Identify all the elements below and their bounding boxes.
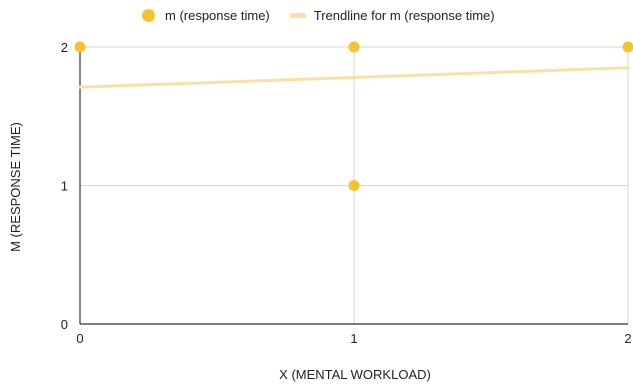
legend-label-series: m (response time): [165, 8, 270, 23]
legend-item-series[interactable]: m (response time): [142, 8, 270, 23]
trendline-layer: [78, 66, 630, 89]
trendline: [78, 66, 630, 89]
x-tick-label: 0: [76, 331, 83, 346]
x-tick-label: 2: [624, 331, 631, 346]
y-tick-label: 2: [61, 40, 68, 55]
legend: m (response time) Trendline for m (respo…: [142, 8, 495, 23]
y-axis-title: M (RESPONSE TIME): [8, 122, 23, 252]
trendline-swatch-icon: [289, 13, 306, 18]
data-point: [348, 41, 360, 53]
series-marker-icon: [142, 9, 155, 22]
data-point: [74, 41, 86, 53]
axes: 0 1 2 0 1 2: [61, 40, 632, 346]
data-point: [622, 41, 633, 53]
axis-labels: X (MENTAL WORKLOAD) M (RESPONSE TIME): [8, 122, 431, 382]
y-tick-label: 0: [61, 317, 68, 332]
data-points: [74, 41, 633, 191]
data-point: [348, 180, 360, 191]
y-tick-label: 1: [61, 179, 68, 194]
x-axis-title: X (MENTAL WORKLOAD): [279, 367, 431, 382]
legend-label-trendline: Trendline for m (response time): [313, 8, 495, 23]
legend-item-trendline[interactable]: Trendline for m (response time): [289, 8, 495, 23]
x-tick-label: 1: [350, 331, 357, 346]
